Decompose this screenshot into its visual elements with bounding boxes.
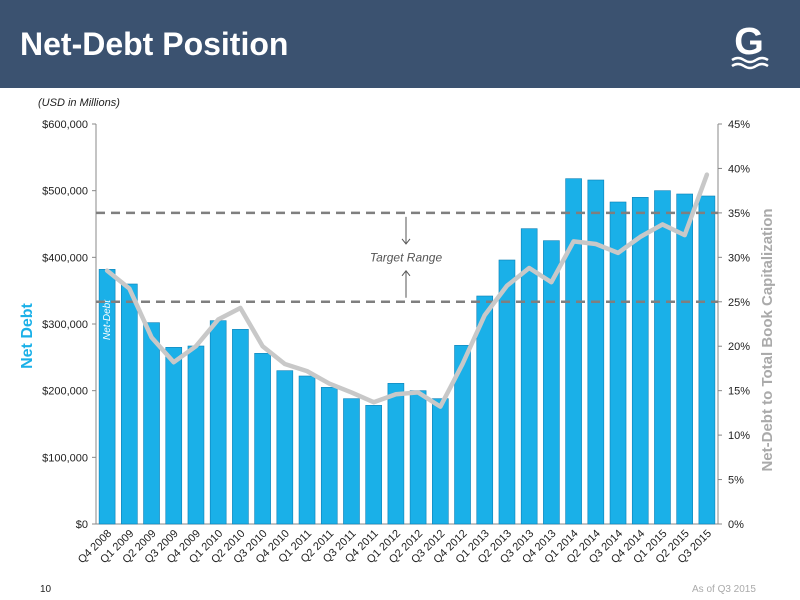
- bar-q3-2015: [698, 195, 716, 525]
- y-tick-label-right: 5%: [728, 475, 744, 487]
- ratio-point: [172, 360, 176, 364]
- bar-q1-2011: [298, 375, 316, 525]
- bar-q1-2013: [476, 295, 494, 525]
- bar-q3-2010: [254, 353, 271, 525]
- ratio-point: [261, 344, 265, 348]
- bar-q1-2012: [387, 383, 405, 525]
- bar-q3-2012: [432, 398, 449, 525]
- ratio-point: [394, 392, 398, 396]
- ratio-point: [416, 390, 420, 395]
- y-axis-title-right: Net-Debt to Total Book Capitalization: [759, 208, 776, 471]
- target-arrowhead-up: [401, 269, 411, 277]
- y-tick-label-left: $300,000: [42, 319, 88, 331]
- ratio-point: [127, 286, 131, 291]
- bar-q4-2010: [276, 370, 294, 525]
- y-tick-label-left: $600,000: [42, 119, 88, 131]
- slide-header: [0, 0, 800, 88]
- y-tick-label-left: $200,000: [42, 386, 88, 398]
- bar-q1-2009: [121, 283, 138, 525]
- bar-q1-2015: [654, 190, 671, 525]
- company-logo-icon: G: [731, 21, 769, 70]
- target-range-label: Target Range: [370, 250, 443, 264]
- y-tick-label-left: $500,000: [42, 186, 88, 198]
- y-tick-label-right: 30%: [728, 252, 750, 264]
- ratio-point: [238, 306, 242, 310]
- bar-q4-2013: [543, 240, 560, 525]
- ratio-point: [372, 400, 376, 404]
- bar-q2-2014: [587, 179, 605, 525]
- bar-series-label: Net-Debt: [102, 299, 113, 340]
- ratio-point: [438, 405, 442, 409]
- ratio-point: [505, 284, 509, 288]
- target-arrowhead-down: [401, 238, 411, 245]
- units-note: (USD in Millions): [38, 97, 120, 109]
- ratio-point: [305, 369, 309, 373]
- ratio-point: [460, 362, 465, 366]
- ratio-point: [549, 280, 553, 284]
- page-number: 10: [40, 584, 52, 595]
- ratio-point: [194, 344, 198, 348]
- slide-title: Net-Debt Position: [20, 26, 289, 62]
- y-tick-label-right: 45%: [728, 119, 750, 131]
- bar-q1-2010: [209, 320, 227, 525]
- y-tick-label-left: $0: [76, 519, 88, 531]
- ratio-line: [104, 172, 710, 409]
- ratio-point: [349, 390, 354, 395]
- bar-q1-2014: [565, 178, 582, 525]
- ratio-point: [483, 313, 487, 317]
- y-tick-label-right: 0%: [728, 519, 744, 531]
- y-axis-title-left: Net Debt: [19, 302, 36, 368]
- ratio-point: [616, 251, 620, 255]
- ratio-point: [572, 239, 576, 243]
- bar-q2-2009: [143, 322, 160, 525]
- ratio-point: [283, 362, 287, 366]
- y-tick-label-right: 15%: [728, 386, 750, 398]
- ratio-point: [149, 335, 154, 339]
- y-tick-label-right: 25%: [728, 297, 750, 309]
- bar-q4-2011: [365, 405, 382, 525]
- ratio-point: [527, 266, 531, 270]
- y-tick-label-right: 20%: [728, 341, 750, 353]
- as-of-note: As of Q3 2015: [692, 584, 756, 595]
- bar-q4-2014: [631, 197, 649, 525]
- bar-q3-2009: [165, 347, 183, 525]
- ratio-point: [216, 317, 220, 322]
- bar-q2-2015: [676, 193, 693, 525]
- logo-letter: G: [734, 21, 764, 63]
- y-tick-label-left: $400,000: [42, 252, 88, 264]
- y-tick-label-right: 35%: [728, 208, 750, 220]
- bar-q3-2011: [343, 398, 360, 525]
- bar-q2-2013: [498, 259, 516, 525]
- bar-q2-2011: [320, 387, 338, 525]
- ratio-point: [327, 381, 331, 386]
- y-tick-label-right: 40%: [728, 163, 750, 175]
- ratio-point: [705, 173, 709, 177]
- ratio-point: [594, 242, 598, 246]
- bar-q3-2014: [609, 201, 627, 525]
- ratio-point: [638, 235, 642, 239]
- bar-q2-2012: [409, 390, 427, 525]
- y-tick-label-right: 10%: [728, 430, 750, 442]
- ratio-point: [660, 222, 665, 227]
- ratio-point: [105, 269, 109, 273]
- bar-q2-2010: [232, 329, 249, 525]
- bar-q4-2009: [187, 345, 205, 525]
- ratio-point: [683, 233, 687, 237]
- y-tick-label-left: $100,000: [42, 452, 88, 464]
- bar-q4-2012: [454, 345, 471, 525]
